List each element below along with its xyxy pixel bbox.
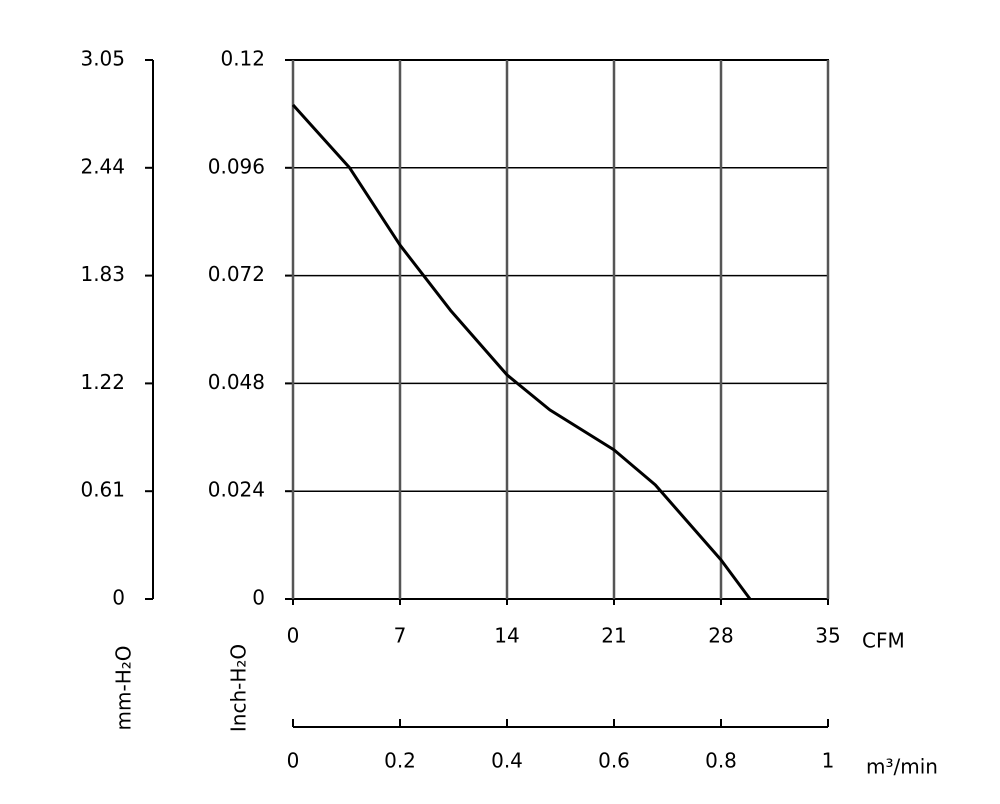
x2-tick-label: 0.4 <box>491 749 523 773</box>
y-tick-label: 0.048 <box>208 370 265 394</box>
x2-axis-label: m³/min <box>866 755 938 779</box>
x-axis-label: CFM <box>862 629 905 653</box>
x-tick-label: 21 <box>601 624 626 648</box>
y-tick-label: 0 <box>252 586 265 610</box>
y-tick-label: 0.024 <box>208 478 265 502</box>
curve <box>291 103 752 600</box>
y2-axis-label: mm-H₂O <box>112 646 136 731</box>
x2-tick-label: 0.8 <box>705 749 737 773</box>
y-axis-label: Inch-H₂O <box>227 644 251 732</box>
x-tick-label: 14 <box>494 624 519 648</box>
x-tick-label: 35 <box>815 624 840 648</box>
y2-tick-label: 0.61 <box>80 478 125 502</box>
y2-tick-label: 1.83 <box>80 262 125 286</box>
x2-tick-label: 1 <box>822 749 835 773</box>
x-tick-label: 28 <box>708 624 733 648</box>
x-tick-label: 7 <box>394 624 407 648</box>
plot-frame <box>292 59 829 600</box>
y2-tick-label: 1.22 <box>80 370 125 394</box>
x2-tick-label: 0.2 <box>384 749 416 773</box>
y-tick-label: 0.072 <box>208 262 265 286</box>
y2-tick-label: 0 <box>112 586 125 610</box>
y-tick-label: 0.096 <box>208 154 265 178</box>
x2-tick-label: 0.6 <box>598 749 630 773</box>
x2-tick-label: 0 <box>287 749 300 773</box>
y2-tick-label: 3.05 <box>80 47 125 71</box>
x-tick-label: 0 <box>287 624 300 648</box>
y-tick-label: 0.12 <box>220 47 265 71</box>
y2-tick-label: 2.44 <box>80 154 125 178</box>
